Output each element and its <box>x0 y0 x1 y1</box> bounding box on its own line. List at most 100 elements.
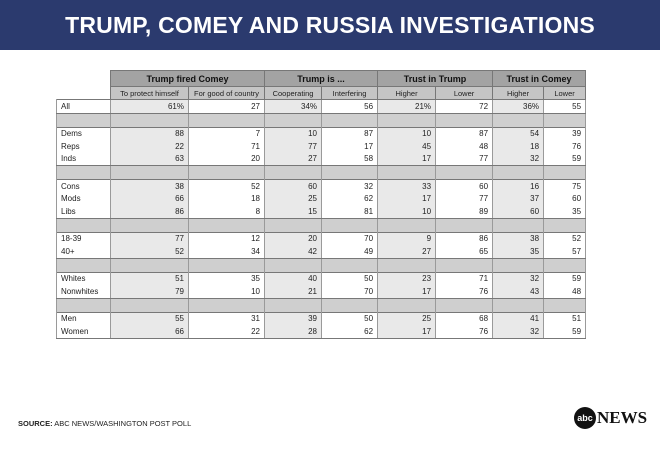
source-note: SOURCE: ABC NEWS/WASHINGTON POST POLL <box>18 419 191 428</box>
value-cell: 65 <box>435 245 494 259</box>
separator-cell <box>187 258 266 272</box>
separator-cell <box>264 258 323 272</box>
value-cell: 27 <box>187 99 266 114</box>
row-label: Reps <box>56 140 111 153</box>
value-cell: 9 <box>377 231 437 245</box>
value-cell: 17 <box>377 285 437 299</box>
table-row: 18-39 77 12 20 70 9 86 38 52 <box>56 231 587 245</box>
row-label: Cons <box>56 179 111 193</box>
value-cell: 63 <box>110 152 189 166</box>
value-cell: 32 <box>321 179 379 193</box>
value-cell: 61% <box>110 99 189 114</box>
value-cell: 17 <box>377 192 437 205</box>
value-cell: 62 <box>321 325 379 339</box>
value-cell: 22 <box>110 140 189 153</box>
section-separator <box>56 218 587 232</box>
value-cell: 66 <box>110 192 189 205</box>
row-label: Nonwhites <box>56 285 111 299</box>
value-cell: 81 <box>321 205 379 219</box>
column-header: Interfering <box>321 86 379 100</box>
value-cell: 25 <box>377 311 437 325</box>
table-row: Reps 22 71 77 17 45 48 18 76 <box>56 140 587 153</box>
value-cell: 32 <box>492 325 545 339</box>
row-label: 40+ <box>56 245 111 259</box>
value-cell: 50 <box>321 311 379 325</box>
value-cell: 25 <box>264 192 323 205</box>
corner-cell <box>56 86 111 100</box>
column-header: Higher <box>492 86 545 100</box>
value-cell: 52 <box>110 245 189 259</box>
value-cell: 27 <box>377 245 437 259</box>
value-cell: 60 <box>543 192 587 205</box>
value-cell: 77 <box>110 231 189 245</box>
value-cell: 50 <box>321 271 379 285</box>
column-header: For good of country <box>187 86 266 100</box>
separator-cell <box>187 298 266 312</box>
value-cell: 68 <box>435 311 494 325</box>
value-cell: 79 <box>110 285 189 299</box>
separator-cell <box>110 298 189 312</box>
separator-cell <box>492 113 545 127</box>
value-cell: 60 <box>492 205 545 219</box>
value-cell: 60 <box>264 179 323 193</box>
value-cell: 86 <box>110 205 189 219</box>
table-row: 40+ 52 34 42 49 27 65 35 57 <box>56 245 587 259</box>
value-cell: 21% <box>377 99 437 114</box>
separator-cell <box>56 218 111 232</box>
table-row: All 61% 27 34% 56 21% 72 36% 55 <box>56 99 587 114</box>
value-cell: 70 <box>321 231 379 245</box>
column-header: Higher <box>377 86 437 100</box>
value-cell: 49 <box>321 245 379 259</box>
value-cell: 77 <box>435 192 494 205</box>
section-separator <box>56 113 587 127</box>
value-cell: 39 <box>543 126 587 140</box>
value-cell: 34% <box>264 99 323 114</box>
separator-cell <box>435 258 494 272</box>
value-cell: 71 <box>187 140 266 153</box>
row-label: Whites <box>56 271 111 285</box>
separator-cell <box>377 258 437 272</box>
page-title: TRUMP, COMEY AND RUSSIA INVESTIGATIONS <box>0 0 660 50</box>
group-header: Trust in Comey <box>492 70 587 87</box>
value-cell: 76 <box>435 285 494 299</box>
value-cell: 48 <box>543 285 587 299</box>
value-cell: 21 <box>264 285 323 299</box>
value-cell: 10 <box>264 126 323 140</box>
value-cell: 76 <box>435 325 494 339</box>
value-cell: 7 <box>187 126 266 140</box>
table-row: Inds 63 20 27 58 17 77 32 59 <box>56 152 587 166</box>
source-label: SOURCE: <box>18 419 53 428</box>
separator-cell <box>492 258 545 272</box>
separator-cell <box>377 218 437 232</box>
table-row: Nonwhites 79 10 21 70 17 76 43 48 <box>56 285 587 299</box>
separator-cell <box>264 113 323 127</box>
value-cell: 31 <box>187 311 266 325</box>
separator-cell <box>110 258 189 272</box>
section-separator <box>56 165 587 180</box>
value-cell: 15 <box>264 205 323 219</box>
separator-cell <box>377 298 437 312</box>
value-cell: 52 <box>187 179 266 193</box>
value-cell: 10 <box>377 126 437 140</box>
separator-cell <box>110 113 189 127</box>
separator-cell <box>377 113 437 127</box>
value-cell: 57 <box>543 245 587 259</box>
table-row: Libs 86 8 15 81 10 89 60 35 <box>56 205 587 219</box>
value-cell: 51 <box>110 271 189 285</box>
value-cell: 75 <box>543 179 587 193</box>
value-cell: 8 <box>187 205 266 219</box>
abc-logo-circle: abc <box>574 407 596 429</box>
value-cell: 39 <box>264 311 323 325</box>
table-row: Whites 51 35 40 50 23 71 32 59 <box>56 271 587 285</box>
value-cell: 62 <box>321 192 379 205</box>
table-row: Mods 66 18 25 62 17 77 37 60 <box>56 192 587 205</box>
value-cell: 76 <box>543 140 587 153</box>
value-cell: 22 <box>187 325 266 339</box>
value-cell: 23 <box>377 271 437 285</box>
separator-cell <box>377 165 437 180</box>
separator-cell <box>110 218 189 232</box>
separator-cell <box>321 113 379 127</box>
separator-cell <box>543 113 587 127</box>
row-label: Mods <box>56 192 111 205</box>
value-cell: 77 <box>435 152 494 166</box>
